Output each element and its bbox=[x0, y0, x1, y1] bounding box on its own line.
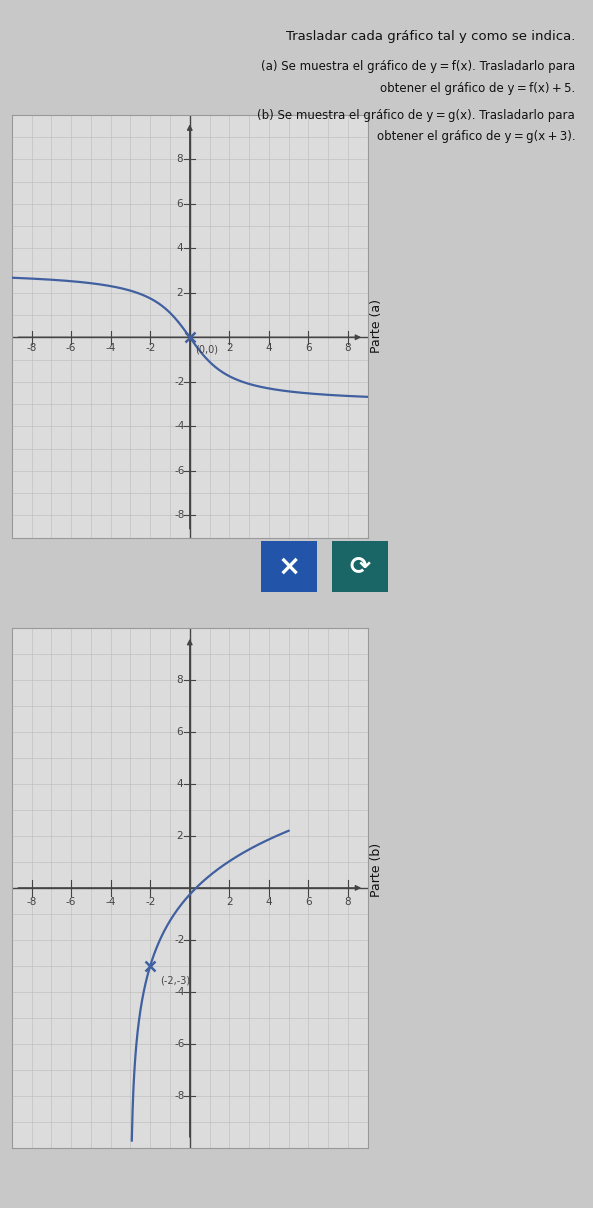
Text: 8: 8 bbox=[345, 343, 351, 353]
Text: 2: 2 bbox=[226, 343, 232, 353]
Text: (b) Se muestra el gráfico de y = g(x). Trasladarlo para: (b) Se muestra el gráfico de y = g(x). T… bbox=[257, 109, 575, 122]
Text: 8: 8 bbox=[177, 675, 183, 685]
Text: 2: 2 bbox=[226, 898, 232, 907]
Text: (a) Se muestra el gráfico de y = f(x). Trasladarlo para: (a) Se muestra el gráfico de y = f(x). T… bbox=[261, 60, 575, 74]
Text: 2: 2 bbox=[177, 831, 183, 841]
Text: -6: -6 bbox=[175, 1039, 185, 1049]
Text: 6: 6 bbox=[177, 727, 183, 737]
Text: -4: -4 bbox=[106, 343, 116, 353]
Text: obtener el gráfico de y = g(x + 3).: obtener el gráfico de y = g(x + 3). bbox=[377, 130, 575, 144]
Text: -8: -8 bbox=[175, 510, 185, 521]
Text: obtener el gráfico de y = f(x) + 5.: obtener el gráfico de y = f(x) + 5. bbox=[380, 82, 575, 95]
Text: -4: -4 bbox=[106, 898, 116, 907]
Text: -8: -8 bbox=[175, 1091, 185, 1100]
Text: -4: -4 bbox=[175, 422, 185, 431]
Text: -6: -6 bbox=[175, 466, 185, 476]
Text: -4: -4 bbox=[175, 987, 185, 997]
Text: 4: 4 bbox=[266, 898, 272, 907]
Text: -2: -2 bbox=[175, 935, 185, 945]
Text: -2: -2 bbox=[145, 343, 155, 353]
Text: (-2,-3): (-2,-3) bbox=[160, 976, 190, 986]
Text: Parte (a): Parte (a) bbox=[370, 300, 383, 353]
Text: Parte (b): Parte (b) bbox=[370, 843, 383, 896]
Text: Trasladar cada gráfico tal y como se indica.: Trasladar cada gráfico tal y como se ind… bbox=[286, 30, 575, 43]
Text: -6: -6 bbox=[66, 343, 76, 353]
Text: 6: 6 bbox=[177, 199, 183, 209]
Text: -8: -8 bbox=[27, 898, 37, 907]
Text: 2: 2 bbox=[177, 288, 183, 298]
Text: 6: 6 bbox=[305, 898, 312, 907]
Text: 4: 4 bbox=[177, 779, 183, 789]
Text: 4: 4 bbox=[266, 343, 272, 353]
Text: -2: -2 bbox=[175, 377, 185, 387]
Text: 4: 4 bbox=[177, 243, 183, 254]
Text: ×: × bbox=[278, 552, 301, 581]
Text: -6: -6 bbox=[66, 898, 76, 907]
Text: ⟳: ⟳ bbox=[350, 554, 371, 579]
Text: 8: 8 bbox=[177, 155, 183, 164]
Text: (0,0): (0,0) bbox=[195, 344, 218, 355]
Text: 6: 6 bbox=[305, 343, 312, 353]
Text: -8: -8 bbox=[27, 343, 37, 353]
Text: 8: 8 bbox=[345, 898, 351, 907]
Text: -2: -2 bbox=[145, 898, 155, 907]
